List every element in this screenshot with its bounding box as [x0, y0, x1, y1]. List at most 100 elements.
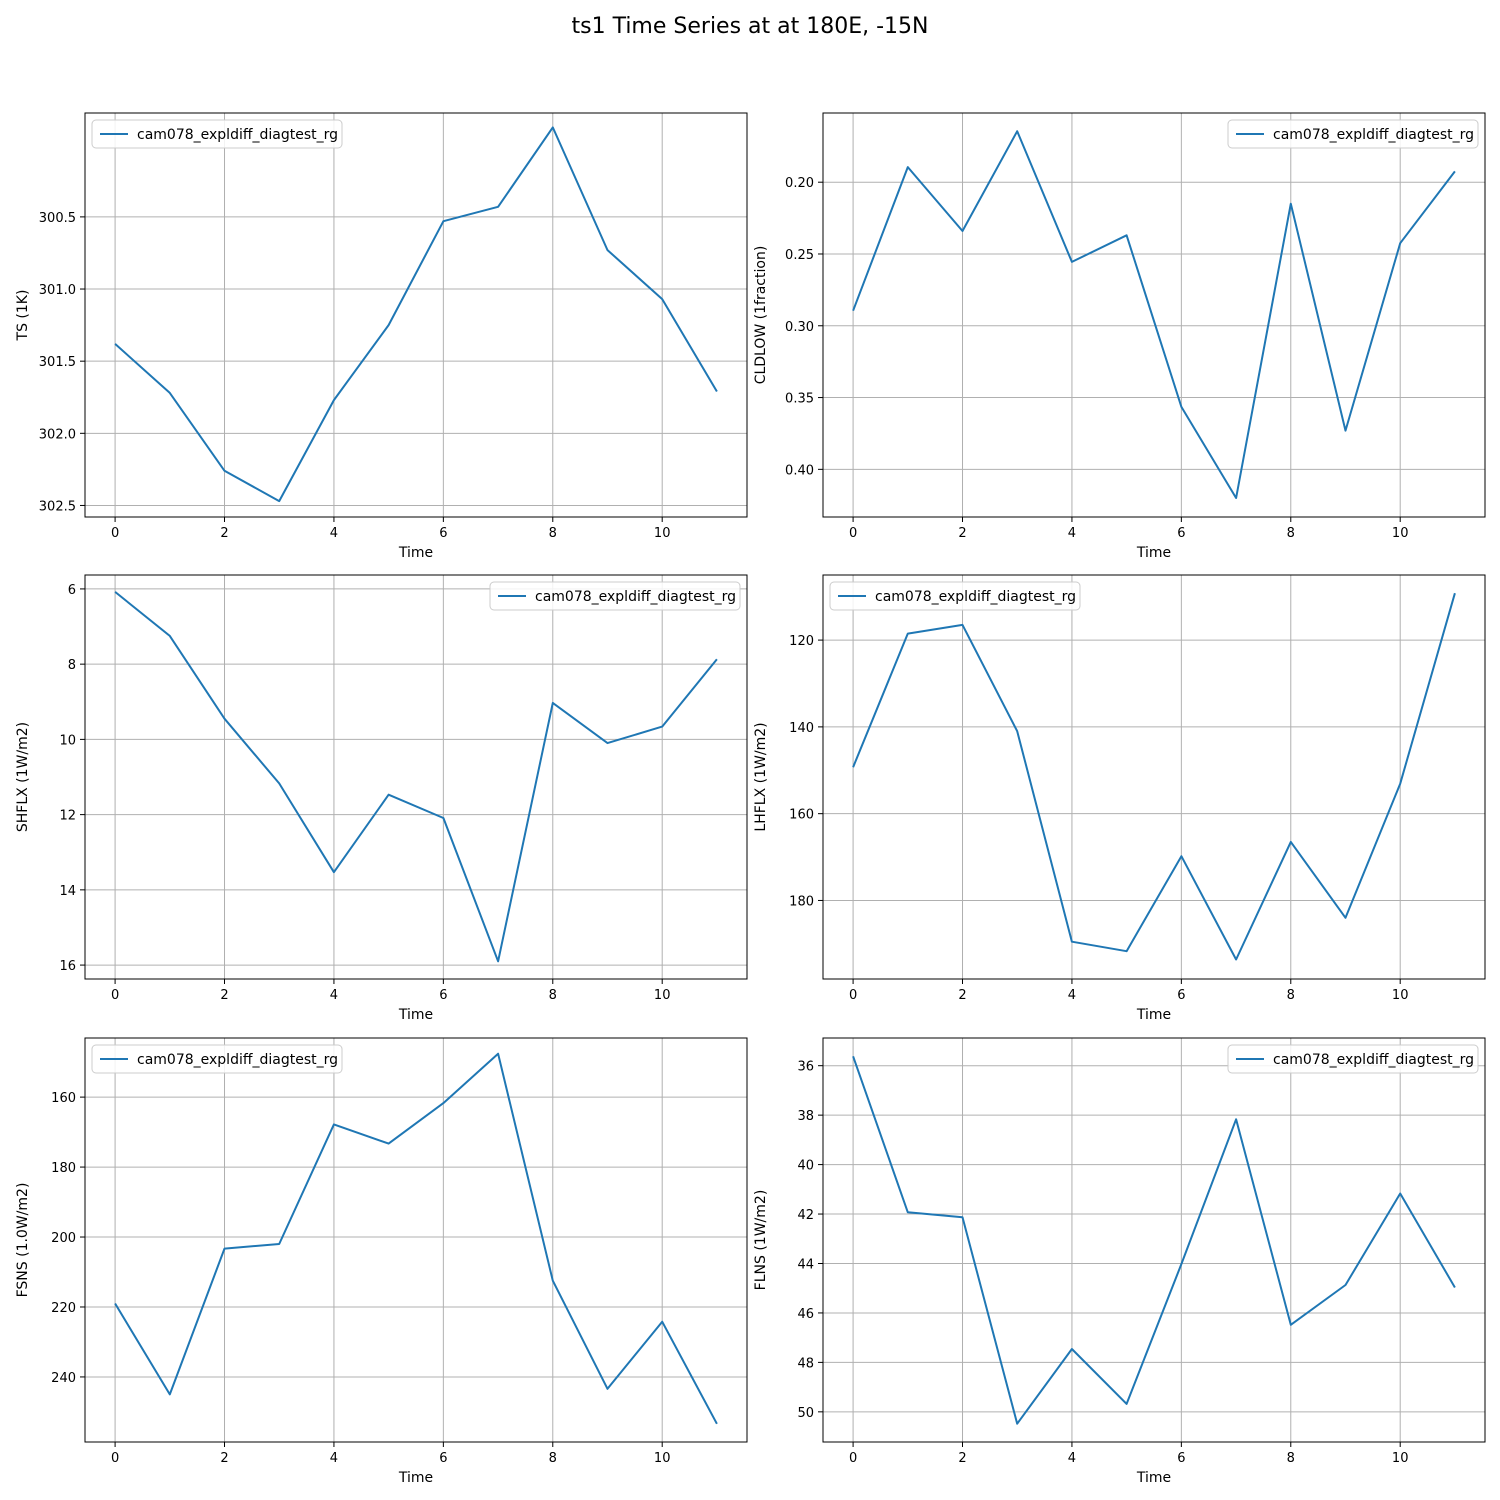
series-line — [852, 592, 1456, 961]
x-axis-label: Time — [398, 545, 433, 561]
x-axis-label: Time — [1136, 1470, 1171, 1486]
y-axis-label: FLNS (1W/m2) — [753, 1190, 769, 1291]
y-tick-label: 44 — [797, 1257, 814, 1272]
plot-frame — [84, 574, 748, 980]
x-tick-label: 6 — [439, 988, 447, 1003]
legend: cam078_expldiff_diagtest_rg — [91, 1044, 343, 1074]
x-tick-label: 4 — [1068, 526, 1076, 541]
y-tick-label: 0.30 — [785, 320, 814, 335]
x-tick-label: 4 — [1068, 1451, 1076, 1466]
legend-box — [1227, 1044, 1479, 1074]
y-tick-label: 301.0 — [39, 283, 76, 298]
legend-label: cam078_expldiff_diagtest_rg — [535, 589, 736, 605]
plot-frame — [84, 112, 748, 518]
x-tick-label: 8 — [1287, 988, 1295, 1003]
y-tick-label: 16 — [59, 959, 76, 974]
plot-frame — [822, 1037, 1486, 1443]
x-tick-label: 6 — [439, 1451, 447, 1466]
y-tick-label: 42 — [797, 1208, 814, 1223]
legend-label: cam078_expldiff_diagtest_rg — [875, 589, 1076, 605]
panel-1: 0 2 4 6 8 10 300.5 301.0 301.5 302.0 302.5 Time TS (… — [15, 112, 748, 561]
x-tick-label: 0 — [111, 526, 119, 541]
x-tick-label: 0 — [111, 988, 119, 1003]
x-axis-label: Time — [398, 1470, 433, 1486]
x-tick-label: 10 — [1392, 988, 1409, 1003]
plot-frame — [822, 574, 1486, 980]
x-tick-label: 4 — [1068, 988, 1076, 1003]
x-tick-label: 8 — [549, 526, 557, 541]
x-tick-label: 6 — [1177, 1451, 1185, 1466]
legend-label: cam078_expldiff_diagtest_rg — [137, 1052, 338, 1068]
y-tick-label: 302.5 — [39, 499, 76, 514]
y-axis-label: TS (1K) — [15, 290, 31, 342]
y-axis-label: FSNS (1.0W/m2) — [15, 1183, 31, 1298]
x-tick-label: 8 — [1287, 526, 1295, 541]
y-tick-label: 200 — [51, 1231, 76, 1246]
x-tick-label: 0 — [111, 1451, 119, 1466]
plot-frame — [84, 1037, 748, 1443]
y-axis-label: CLDLOW (1fraction) — [753, 246, 769, 385]
x-tick-label: 2 — [220, 988, 228, 1003]
x-axis-label: Time — [1136, 1007, 1171, 1023]
x-tick-label: 2 — [220, 1451, 228, 1466]
legend: cam078_expldiff_diagtest_rg — [489, 581, 741, 611]
panel-3: 0 2 4 6 8 10 6 8 10 12 14 16 Time SHFLX (1W/m2) cam078… — [15, 574, 748, 1023]
x-tick-label: 0 — [849, 988, 857, 1003]
y-tick-label: 302.0 — [39, 427, 76, 442]
legend-label: cam078_expldiff_diagtest_rg — [1273, 1052, 1474, 1068]
x-tick-label: 8 — [549, 988, 557, 1003]
x-tick-label: 8 — [1287, 1451, 1295, 1466]
x-tick-label: 6 — [439, 526, 447, 541]
y-tick-label: 38 — [797, 1109, 814, 1124]
legend: cam078_expldiff_diagtest_rg — [829, 581, 1081, 611]
x-tick-label: 10 — [654, 988, 671, 1003]
y-tick-label: 160 — [51, 1091, 76, 1106]
y-tick-label: 50 — [797, 1406, 814, 1421]
y-tick-label: 36 — [797, 1060, 814, 1075]
y-tick-label: 6 — [68, 583, 76, 598]
x-tick-label: 4 — [330, 526, 338, 541]
y-tick-label: 0.40 — [785, 463, 814, 478]
series-line — [114, 1052, 718, 1425]
y-tick-label: 46 — [797, 1307, 814, 1322]
y-tick-label: 240 — [51, 1371, 76, 1386]
panel-5: 0 2 4 6 8 10 160 180 200 220 240 Time FSNS (1.0W/m2)… — [15, 1037, 748, 1486]
y-tick-label: 12 — [59, 809, 76, 824]
y-axis-label: SHFLX (1W/m2) — [15, 722, 31, 832]
x-tick-label: 2 — [220, 526, 228, 541]
x-tick-label: 10 — [654, 1451, 671, 1466]
panel-2: 0 2 4 6 8 10 0.20 0.25 0.30 0.35 0.40 Time CLDLOW (1… — [753, 112, 1486, 561]
y-tick-label: 8 — [68, 658, 76, 673]
y-tick-label: 14 — [59, 884, 76, 899]
x-tick-label: 6 — [1177, 526, 1185, 541]
y-tick-label: 120 — [789, 634, 814, 649]
y-tick-label: 180 — [51, 1161, 76, 1176]
y-tick-label: 160 — [789, 808, 814, 823]
plot-frame — [822, 112, 1486, 518]
x-tick-label: 6 — [1177, 988, 1185, 1003]
y-tick-label: 48 — [797, 1356, 814, 1371]
x-axis-label: Time — [1136, 545, 1171, 561]
y-tick-label: 0.20 — [785, 176, 814, 191]
x-tick-label: 2 — [958, 526, 966, 541]
legend-box — [91, 1044, 343, 1074]
x-tick-label: 10 — [654, 526, 671, 541]
series-line — [852, 130, 1456, 499]
y-tick-label: 300.5 — [39, 211, 76, 226]
x-tick-label: 0 — [849, 1451, 857, 1466]
x-tick-label: 8 — [549, 1451, 557, 1466]
series-line — [852, 1055, 1456, 1425]
legend: cam078_expldiff_diagtest_rg — [1227, 119, 1479, 149]
panel-4: 0 2 4 6 8 10 120 140 160 180 Time LHFLX (1W/m2) cam0… — [753, 574, 1486, 1023]
y-tick-label: 0.35 — [785, 392, 814, 407]
y-tick-label: 10 — [59, 733, 76, 748]
figure-title: ts1 Time Series at at 180E, -15N — [571, 14, 929, 39]
legend-label: cam078_expldiff_diagtest_rg — [1273, 127, 1474, 143]
y-tick-label: 140 — [789, 721, 814, 736]
x-tick-label: 2 — [958, 988, 966, 1003]
x-tick-label: 4 — [330, 1451, 338, 1466]
x-axis-label: Time — [398, 1007, 433, 1023]
x-tick-label: 4 — [330, 988, 338, 1003]
